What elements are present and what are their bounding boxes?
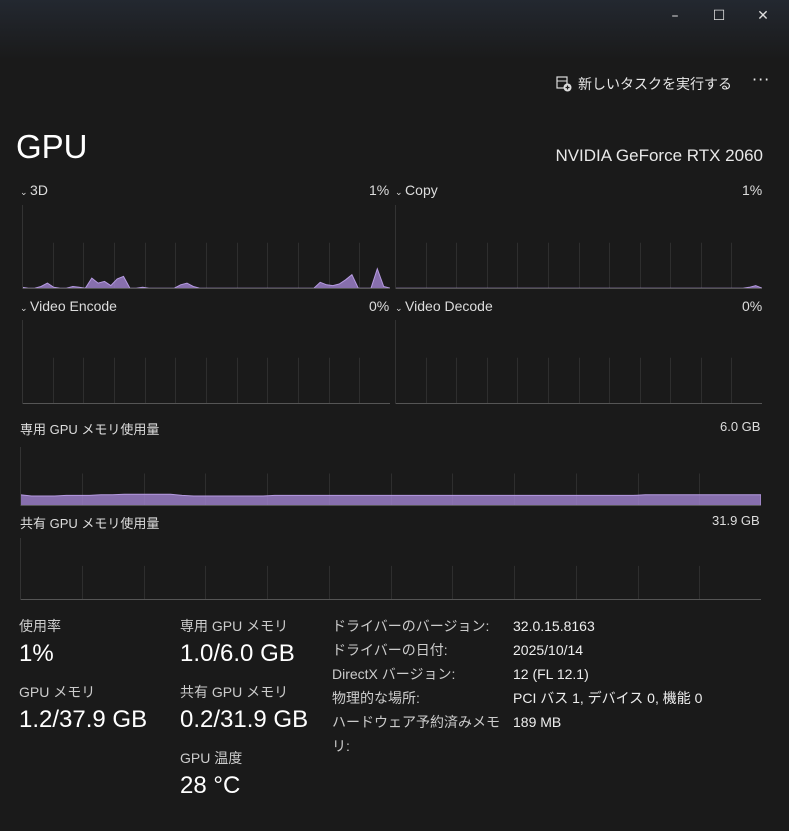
graph-video-encode [22, 320, 390, 404]
run-new-task-button[interactable]: 新しいタスクを実行する [556, 74, 732, 94]
usage-area [20, 493, 761, 506]
maximize-button[interactable]: ☐ [712, 8, 726, 24]
stat-shared-memory: 共有 GPU メモリ 0.2/31.9 GB [180, 684, 309, 733]
stat-gpu-temperature: GPU 温度 28 °C [180, 750, 243, 799]
shared-memory-graph-label: 共有 GPU メモリ使用量 [20, 516, 160, 531]
gpu-device-name: NVIDIA GeForce RTX 2060 [555, 146, 763, 165]
stat-usage: 使用率 1% [19, 618, 61, 667]
chevron-down-icon: ⌄ [395, 187, 406, 197]
graph-video-decode [395, 320, 762, 404]
info-row: 物理的な場所: PCI バス 1, デバイス 0, 機能 0 [332, 690, 703, 706]
engine-selector-video-decode[interactable]: ⌄ Video Decode [395, 298, 493, 314]
dedicated-memory-graph-max: 6.0 GB [720, 419, 761, 434]
graph-shared-memory [20, 538, 761, 600]
engine-selector-video-encode[interactable]: ⌄ Video Encode [20, 298, 117, 314]
chevron-down-icon: ⌄ [20, 303, 31, 313]
info-row: ハードウェア予約済みメモリ: 189 MB [332, 714, 562, 754]
info-row: ドライバーのバージョン: 32.0.15.8163 [332, 618, 595, 634]
dedicated-memory-graph-label: 専用 GPU メモリ使用量 [20, 422, 160, 437]
engine-selector-copy[interactable]: ⌄ Copy [395, 182, 438, 198]
page-title: GPU [16, 128, 88, 165]
info-row: DirectX バージョン: 12 (FL 12.1) [332, 666, 589, 682]
minimize-button[interactable]: – [671, 8, 679, 24]
graph-dedicated-memory [20, 447, 761, 506]
gpu-info-table: ドライバーのバージョン: 32.0.15.8163 ドライバーの日付: 2025/1… [332, 614, 703, 754]
graph-3d [22, 205, 390, 289]
engine-selector-3d[interactable]: ⌄ 3D [20, 182, 48, 198]
chevron-down-icon: ⌄ [395, 303, 406, 313]
title-bar [0, 0, 789, 60]
engine-value-3d: 1% [369, 182, 390, 198]
engine-value-copy: 1% [742, 182, 763, 198]
new-task-icon [556, 76, 572, 92]
stat-gpu-memory: GPU メモリ 1.2/37.9 GB [19, 684, 148, 733]
engine-value-video-decode: 0% [742, 298, 763, 314]
stat-dedicated-memory: 専用 GPU メモリ 1.0/6.0 GB [180, 618, 295, 667]
more-options-button[interactable]: ··· [752, 70, 771, 89]
run-new-task-label: 新しいタスクを実行する [578, 77, 732, 93]
close-button[interactable]: ✕ [757, 8, 769, 24]
graph-copy [395, 205, 762, 289]
info-row: ドライバーの日付: 2025/10/14 [332, 642, 584, 658]
chevron-down-icon: ⌄ [20, 187, 31, 197]
engine-value-video-encode: 0% [369, 298, 390, 314]
shared-memory-graph-max: 31.9 GB [712, 513, 760, 528]
